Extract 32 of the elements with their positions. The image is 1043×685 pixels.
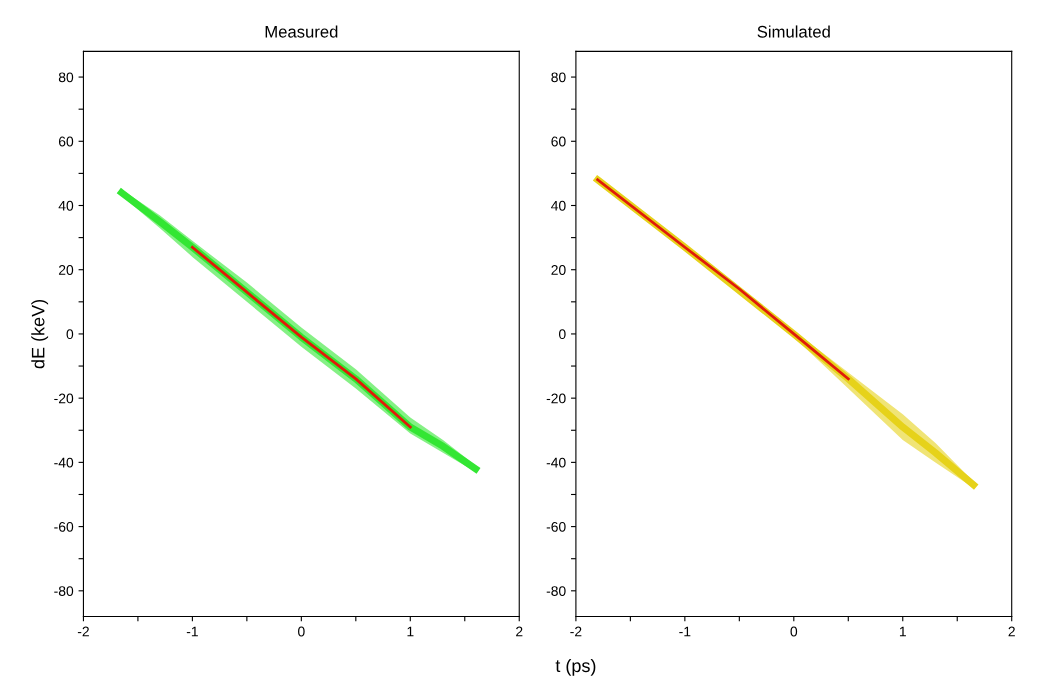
y-tick-label: 80 <box>551 72 566 83</box>
x-tick-label: 0 <box>298 626 305 637</box>
x-tick-label: 1 <box>899 626 906 637</box>
x-tick-label: -1 <box>186 626 198 637</box>
y-tick-label: -20 <box>54 393 74 404</box>
y-tick-label: 0 <box>559 329 566 340</box>
y-tick-label: 40 <box>58 200 74 211</box>
y-axis-title: dE (keV) <box>31 299 49 369</box>
y-tick-label: 80 <box>58 72 74 83</box>
x-tick-label: 0 <box>790 626 798 637</box>
x-tick-label: 1 <box>407 626 414 637</box>
y-tick-label: 20 <box>551 265 566 275</box>
y-tick-label: -80 <box>54 586 74 596</box>
x-tick-label: 2 <box>516 626 523 637</box>
chart-title: Simulated <box>757 25 830 38</box>
x-tick-label: -2 <box>570 626 582 637</box>
y-tick-label: 20 <box>58 265 74 275</box>
x-tick-label: -1 <box>679 626 691 637</box>
y-tick-label: -80 <box>546 586 566 596</box>
y-tick-label: 0 <box>66 329 74 340</box>
y-tick-label: 60 <box>58 136 74 147</box>
x-axis-title: t (ps) <box>555 658 596 676</box>
y-tick-label: -60 <box>546 521 566 532</box>
y-tick-label: -60 <box>54 521 74 532</box>
x-tick-label: -2 <box>77 626 89 637</box>
y-tick-label: 40 <box>551 200 566 211</box>
chart-title: Measured <box>265 25 338 38</box>
y-tick-label: 60 <box>551 136 566 147</box>
x-tick-label: 2 <box>1008 626 1015 637</box>
y-tick-label: -20 <box>546 393 566 404</box>
y-tick-label: -40 <box>546 457 566 468</box>
y-tick-label: -40 <box>54 457 74 468</box>
